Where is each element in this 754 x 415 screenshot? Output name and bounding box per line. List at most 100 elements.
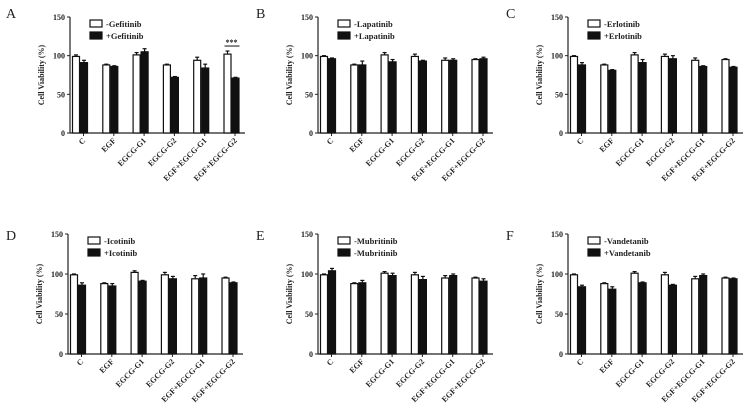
bar-with-drug <box>699 275 708 355</box>
y-tick-label: 100 <box>301 270 313 279</box>
bar-without-drug <box>223 53 232 134</box>
panel-c: C 0 50 100 150 Cell Viability (%) C EGFEGCG-G1E… <box>506 7 743 183</box>
y-tick-label: 0 <box>61 129 65 138</box>
x-tick-label: C <box>575 357 586 368</box>
legend-label: -Mubritinib <box>354 248 398 258</box>
y-axis-label: Cell Viability (%) <box>285 263 294 324</box>
legend-label: -Icotinib <box>104 236 135 246</box>
y-tick-label: 150 <box>51 230 63 239</box>
y-tick-label: 0 <box>559 129 563 138</box>
bar-with-drug <box>168 278 177 355</box>
y-tick-label: 100 <box>551 52 563 61</box>
bar-without-drug <box>721 277 730 355</box>
bar-without-drug <box>71 55 81 134</box>
bar-without-drug <box>660 55 670 134</box>
bar-without-drug <box>471 277 480 355</box>
legend-swatch <box>587 236 601 245</box>
legend-label: +Icotinib <box>104 248 137 258</box>
legend-swatch <box>89 31 103 40</box>
y-axis-label: Cell Viability (%) <box>285 44 294 105</box>
x-tick-label: EGF <box>348 136 366 154</box>
bar-without-drug <box>569 55 579 134</box>
bar-with-drug <box>577 64 587 134</box>
bar-with-drug <box>608 69 617 134</box>
legend-label: -Gefitinib <box>106 19 142 29</box>
legend-swatch <box>87 236 101 245</box>
y-tick-label: 100 <box>53 52 65 61</box>
y-tick-label: 50 <box>555 310 563 319</box>
bar-with-drug <box>479 58 488 134</box>
panel-b: B 0 50 100 150 Cell Viability (%) C EGFEGCG-G1E… <box>256 7 493 183</box>
bar-without-drug <box>441 59 450 134</box>
y-tick-label: 50 <box>305 90 313 99</box>
bar-without-drug <box>350 283 359 355</box>
bar-with-drug <box>638 282 647 355</box>
y-tick-label: 100 <box>551 270 563 279</box>
bar-with-drug <box>327 270 337 355</box>
y-axis-label: Cell Viability (%) <box>35 263 44 324</box>
bar-with-drug <box>699 65 708 134</box>
bar-without-drug <box>691 59 700 134</box>
y-axis-label: Cell Viability (%) <box>535 44 544 105</box>
bar-without-drug <box>132 54 141 134</box>
y-tick-label: 100 <box>51 270 63 279</box>
x-tick-label: EGCG-G1 <box>364 136 396 168</box>
x-tick-label: C <box>325 136 336 147</box>
x-tick-label: C <box>575 136 586 147</box>
bar-with-drug <box>138 280 147 355</box>
x-tick-label: EGCG-G1 <box>614 136 646 168</box>
y-tick-label: 150 <box>551 230 563 239</box>
x-tick-label: EGCG-G2 <box>394 357 426 389</box>
bar-without-drug <box>380 272 389 355</box>
panel-label: D <box>6 229 16 244</box>
legend-swatch <box>337 236 351 245</box>
panel-label: B <box>256 7 265 22</box>
bar-with-drug <box>79 62 89 134</box>
bar-with-drug <box>668 58 678 134</box>
bar-without-drug <box>441 277 450 355</box>
bar-without-drug <box>691 278 700 355</box>
x-tick-label: EGCG-G2 <box>144 357 176 389</box>
bar-without-drug <box>600 64 609 134</box>
bar-without-drug <box>69 274 79 355</box>
bar-with-drug <box>229 282 238 355</box>
y-axis-label: Cell Viability (%) <box>535 263 544 324</box>
bar-with-drug <box>418 279 427 355</box>
legend-label: -Erlotinib <box>604 19 640 29</box>
x-tick-label: EGF <box>100 136 118 154</box>
bar-without-drug <box>471 58 480 134</box>
bar-without-drug <box>410 274 419 355</box>
y-tick-label: 150 <box>301 13 313 22</box>
panel-d: D 0 50 100 150 Cell Viability (%) C EGFEGCG-G1E… <box>6 229 243 404</box>
x-tick-label: C <box>77 136 88 147</box>
y-tick-label: 50 <box>55 310 63 319</box>
bar-with-drug <box>668 284 678 355</box>
panel-label: E <box>256 229 265 244</box>
bar-without-drug <box>160 274 169 355</box>
y-tick-label: 0 <box>309 129 313 138</box>
legend-label: +Gefitinib <box>106 31 144 41</box>
bar-without-drug <box>130 271 139 355</box>
y-axis-label: Cell Viability (%) <box>37 44 46 105</box>
panel-label: F <box>506 229 514 244</box>
x-tick-label: EGCG-G2 <box>644 357 676 389</box>
x-tick-label: EGCG-G2 <box>394 136 426 168</box>
bar-without-drug <box>630 54 639 134</box>
x-tick-label: C <box>325 357 336 368</box>
panel-label: A <box>6 7 17 22</box>
bar-with-drug <box>608 288 617 355</box>
bar-with-drug <box>638 62 647 134</box>
bar-with-drug <box>449 275 458 355</box>
x-tick-label: EGCG-G1 <box>114 357 146 389</box>
legend-swatch <box>587 248 601 257</box>
significance-label: *** <box>226 38 238 47</box>
bar-with-drug <box>201 67 210 134</box>
bar-without-drug <box>100 283 109 355</box>
x-tick-label: EGCG-G2 <box>644 136 676 168</box>
bar-with-drug <box>110 65 119 134</box>
x-tick-label: EGCG-G2 <box>146 136 178 168</box>
x-tick-label: EGF <box>98 357 116 375</box>
bar-with-drug <box>199 277 208 355</box>
bar-without-drug <box>191 278 200 355</box>
bar-with-drug <box>388 61 397 134</box>
